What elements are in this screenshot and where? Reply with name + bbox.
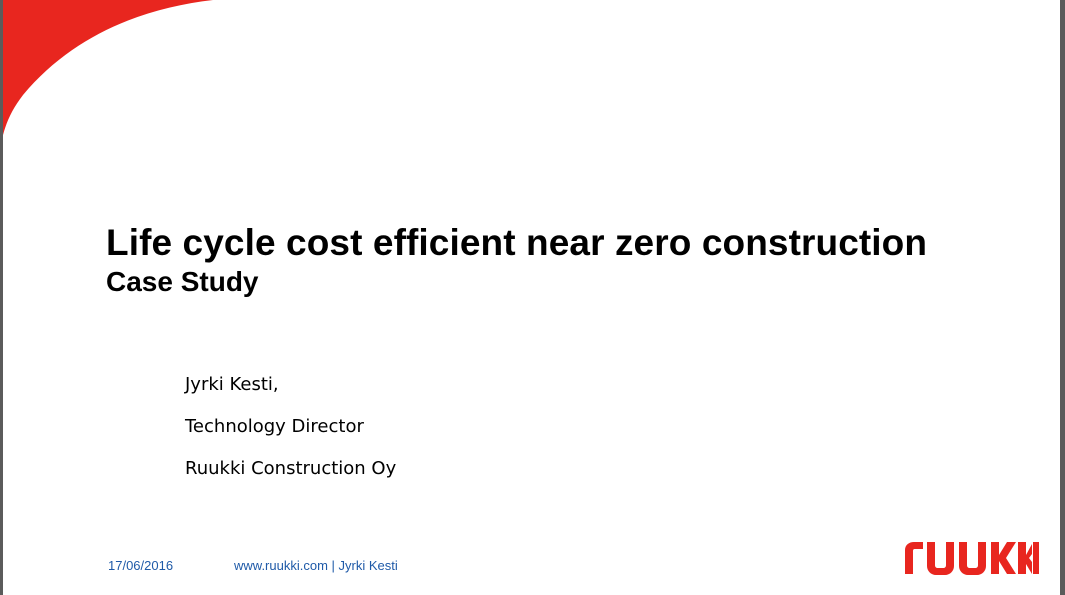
footer-info: www.ruukki.com | Jyrki Kesti (234, 558, 398, 573)
presenter-company: Ruukki Construction Oy (185, 458, 397, 479)
slide-subtitle: Case Study (106, 266, 259, 297)
slide-page: Life cycle cost efficient near zero cons… (3, 0, 1060, 595)
footer-date: 17/06/2016 (108, 558, 174, 573)
viewer-scroll-edge (1060, 0, 1065, 595)
slide-title: Life cycle cost efficient near zero cons… (106, 222, 928, 263)
ruukki-logo (905, 542, 1039, 575)
red-swoosh-decoration (3, 0, 213, 135)
presenter-name: Jyrki Kesti, (185, 374, 279, 395)
presenter-role: Technology Director (185, 416, 364, 437)
